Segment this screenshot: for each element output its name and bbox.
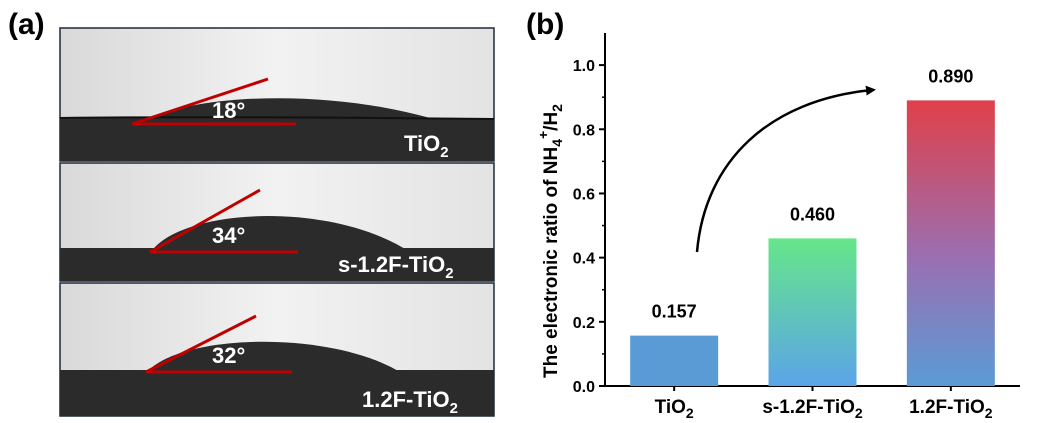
panel-b-label: (b) bbox=[526, 8, 564, 41]
y-tick-label: 0.6 bbox=[573, 186, 595, 203]
y-tick-label: 0.2 bbox=[573, 315, 595, 332]
labels: 0.157 TiO2 0.460 s-1.2F-TiO2 0.890 1.2F-TiO2 bbox=[652, 66, 993, 421]
sample-label: s-1.2F-TiO2 bbox=[338, 252, 454, 282]
data-label: 0.890 bbox=[928, 66, 973, 86]
contact-angle-photo-tio2: 18° TiO2 bbox=[59, 27, 495, 162]
data-label: 0.460 bbox=[790, 204, 835, 224]
y-tick-label: 1.0 bbox=[573, 58, 595, 75]
tangent-line bbox=[131, 77, 269, 126]
bar bbox=[768, 238, 857, 386]
y-tick-label: 0.4 bbox=[573, 251, 595, 268]
y-axis-title: The electronic ratio of NH4+/H2 bbox=[535, 104, 565, 378]
bar-chart: The electronic ratio of NH4+/H2 0.0 0.2 0.… bbox=[535, 33, 1020, 421]
data-label: 0.157 bbox=[652, 302, 697, 322]
tangent-line bbox=[145, 314, 257, 374]
tangent-line bbox=[149, 188, 261, 254]
y-tick-label: 0.8 bbox=[573, 122, 595, 139]
contact-angle-photo-12f-tio2: 32° 1.2F-TiO2 bbox=[59, 282, 495, 417]
sample-label: 1.2F-TiO2 bbox=[362, 387, 458, 417]
panel-a-label: (a) bbox=[8, 8, 45, 41]
sample-label: TiO2 bbox=[404, 131, 449, 161]
y-tick-label: 0.0 bbox=[573, 379, 595, 396]
x-tick-label: 1.2F-TiO2 bbox=[909, 397, 993, 421]
trend-arrow bbox=[695, 85, 876, 253]
x-tick-label: TiO2 bbox=[655, 397, 694, 421]
contact-angle-value: 18° bbox=[212, 98, 245, 123]
x-tick-label: s-1.2F-TiO2 bbox=[762, 397, 863, 421]
bar bbox=[630, 335, 719, 386]
bars bbox=[630, 100, 995, 387]
contact-angle-photo-s12f-tio2: 34° s-1.2F-TiO2 bbox=[59, 162, 495, 282]
contact-angle-value: 34° bbox=[212, 223, 245, 248]
contact-angle-value: 32° bbox=[212, 343, 245, 368]
bar bbox=[906, 100, 995, 387]
